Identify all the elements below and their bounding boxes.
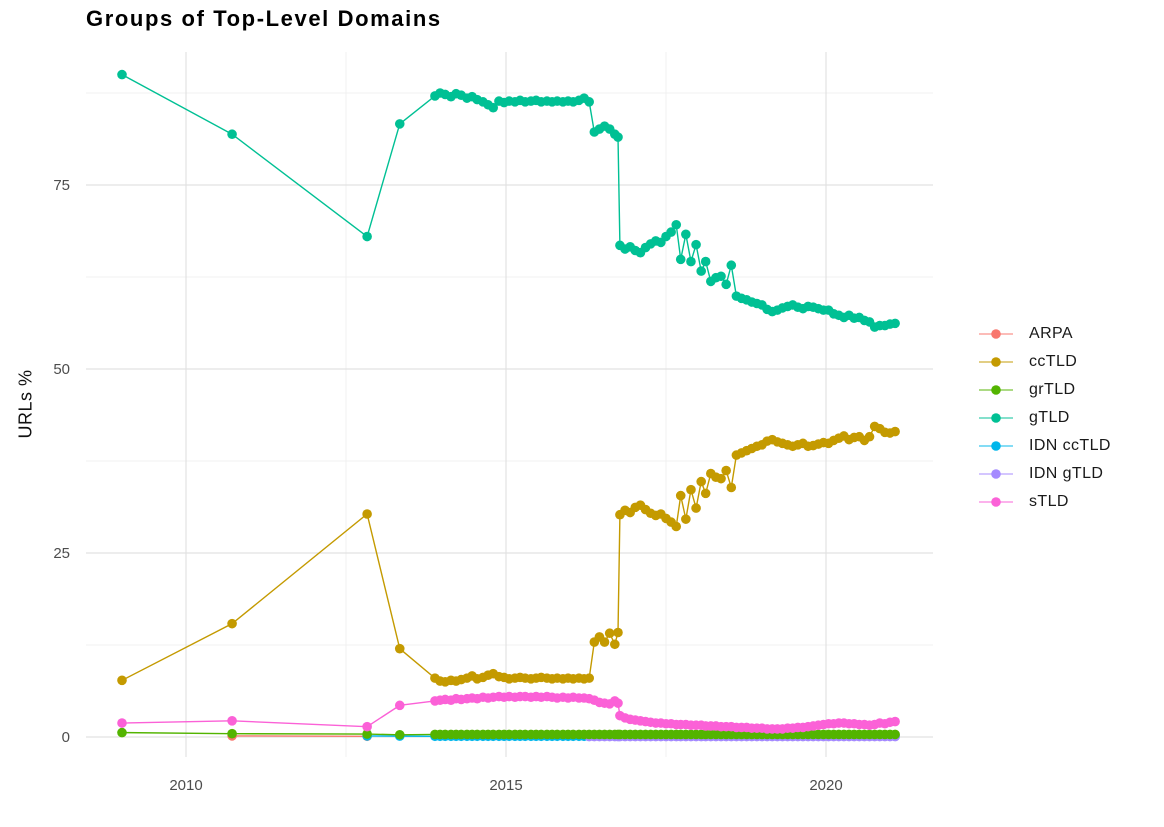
data-point [681,514,691,524]
x-tick-label: 2010 [169,777,202,794]
data-point [716,271,726,282]
data-point [686,484,696,495]
data-point [700,488,711,499]
data-point [721,279,731,290]
data-point [117,727,127,738]
data-point [613,627,623,638]
legend-label: ccTLD [1029,353,1078,370]
x-tick-label: 2015 [489,777,522,794]
data-point [394,700,405,711]
legend-key-icon [979,469,1013,479]
data-point [584,97,594,107]
data-point [362,721,372,732]
data-point [227,129,237,140]
data-point [613,698,623,708]
data-point [584,673,594,683]
data-point [890,716,900,727]
data-point [691,239,701,250]
legend-key-icon [979,441,1013,451]
legend-key-icon [979,357,1013,367]
data-point [696,266,706,276]
data-point [700,256,711,267]
legend-label: IDN gTLD [1029,465,1104,482]
data-point [890,426,900,437]
data-point [362,231,372,242]
data-point [117,675,127,686]
y-tick-label: 75 [53,177,70,194]
series-gtld [117,69,900,332]
data-point [394,643,405,654]
data-point [227,728,237,739]
axis-tick-labels: 0 25 50 75 2010 2015 2020 [53,177,842,794]
series-arpa [227,731,372,742]
series-line [121,73,896,328]
data-point [890,729,900,740]
legend-item-grtld: grTLD [979,376,1111,404]
series-grtld [117,727,900,740]
data-point [117,69,127,80]
legend-key-icon [979,329,1013,339]
data-point [675,254,686,265]
data-point [488,102,499,113]
data-point [716,473,726,484]
data-point [227,716,237,726]
data-point [890,318,900,329]
legend-label: sTLD [1029,493,1069,510]
data-point [675,490,686,501]
data-point [864,431,875,442]
data-point [671,521,682,532]
legend-item-arpa: ARPA [979,320,1111,348]
data-point [721,465,731,476]
data-point [604,628,615,639]
series-line [121,425,896,683]
data-point [599,637,610,647]
data-point [726,482,737,493]
data-point [394,729,405,740]
legend-item-idn-gtld: IDN gTLD [979,460,1111,488]
data-point [726,260,737,271]
legend-label: IDN ccTLD [1029,437,1111,454]
legend-item-stld: sTLD [979,488,1111,516]
gridlines [86,52,933,757]
series-cctld [117,421,900,687]
data-point [362,509,372,519]
series-stld [117,691,900,734]
series-line [121,695,896,730]
data-point [671,219,682,230]
data-point [666,227,676,237]
data-point [117,718,127,728]
data-point [691,503,701,513]
data-point [681,229,691,240]
data-point [686,256,696,267]
legend-item-idn-cctld: IDN ccTLD [979,432,1111,460]
data-point [394,119,405,129]
y-tick-label: 25 [53,545,70,562]
data-point [227,618,237,629]
y-tick-label: 0 [62,729,70,746]
legend-item-cctld: ccTLD [979,348,1111,376]
data-point [362,729,372,739]
legend-label: ARPA [1029,325,1073,342]
legend: ARPA ccTLD grTLD gTLD IDN ccTLD IDN gTLD sTLD [979,320,1111,516]
data-point [613,132,623,142]
legend-key-icon [979,385,1013,395]
data-point [610,639,620,650]
data-point [696,476,706,487]
legend-key-icon [979,413,1013,423]
legend-key-icon [979,497,1013,507]
legend-label: grTLD [1029,381,1076,398]
y-tick-label: 50 [53,361,70,378]
chart-title: Groups of Top-Level Domains [86,6,442,31]
legend-label: gTLD [1029,409,1070,426]
x-tick-label: 2020 [809,777,842,794]
legend-item-gtld: gTLD [979,404,1111,432]
